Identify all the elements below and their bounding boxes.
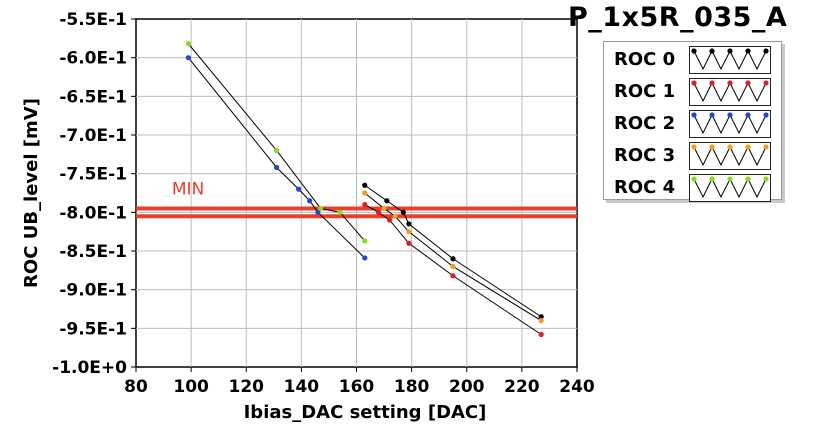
x-tick-label: 140 — [284, 377, 320, 397]
x-tick-label: 220 — [504, 377, 540, 397]
x-axis-label: Ibias_DAC setting [DAC] — [244, 402, 487, 423]
legend-item-roc-2: ROC 2 — [604, 109, 781, 138]
data-point-roc-3 — [392, 213, 398, 219]
x-tick-label: 80 — [124, 377, 148, 397]
data-point-roc-3 — [406, 229, 412, 235]
series-points — [185, 41, 544, 338]
legend-swatch — [689, 110, 771, 138]
x-tick-label: 160 — [339, 377, 375, 397]
legend-label: ROC 2 — [614, 113, 676, 134]
y-tick-labels: -5.5E-1 -6.0E-1 -6.5E-1 -7.0E-1 -7.5E-1 -8.0E… — [52, 10, 136, 378]
data-point-roc-2 — [296, 186, 302, 192]
series-line-roc-0 — [364, 184, 542, 318]
legend-swatch — [689, 46, 771, 74]
x-tick-label: 200 — [449, 377, 485, 397]
legend-zigzag-icon — [691, 176, 769, 199]
legend-zigzag-icon — [691, 48, 769, 71]
data-point-roc-1 — [450, 273, 456, 279]
y-tick-label: -7.0E-1 — [59, 126, 127, 146]
data-point-roc-3 — [538, 318, 544, 324]
data-point-roc-0 — [450, 256, 456, 262]
x-tick-label: 100 — [173, 377, 209, 397]
data-point-roc-1 — [362, 202, 368, 208]
data-point-roc-2 — [307, 198, 313, 204]
legend-item-roc-0: ROC 0 — [604, 45, 781, 74]
legend-item-roc-1: ROC 1 — [604, 77, 781, 106]
data-point-roc-3 — [362, 190, 368, 196]
plot-title: P_1x5R_035_A — [568, 2, 788, 33]
data-point-roc-0 — [406, 221, 412, 227]
series-line-roc-2 — [187, 57, 366, 259]
data-point-roc-2 — [362, 255, 368, 261]
y-tick-label: -9.5E-1 — [59, 319, 127, 339]
data-point-roc-4 — [185, 41, 191, 47]
legend-label: ROC 4 — [614, 177, 676, 198]
data-point-roc-1 — [538, 331, 544, 338]
y-tick-label: -1.0E+0 — [52, 358, 127, 378]
data-point-roc-0 — [400, 209, 406, 215]
data-point-roc-0 — [384, 198, 390, 204]
y-tick-label: -6.0E-1 — [59, 49, 127, 69]
series-line-roc-3 — [364, 192, 542, 322]
data-point-roc-3 — [381, 205, 387, 212]
data-point-roc-4 — [362, 238, 368, 244]
y-axis-label: ROC UB_level [mV] — [21, 98, 42, 288]
legend-label: ROC 0 — [614, 49, 676, 70]
legend-swatch — [689, 78, 771, 106]
legend-swatch — [689, 174, 771, 202]
data-point-roc-1 — [406, 240, 412, 246]
data-point-roc-0 — [538, 314, 544, 320]
y-tick-label: -8.0E-1 — [59, 203, 127, 223]
legend-label: ROC 3 — [614, 145, 676, 166]
y-tick-label: -6.5E-1 — [59, 87, 127, 107]
legend-zigzag-icon — [691, 80, 769, 103]
legend-swatch — [689, 142, 771, 170]
data-point-roc-4 — [318, 205, 324, 212]
y-tick-label: -8.5E-1 — [59, 242, 127, 262]
legend-item-roc-4: ROC 4 — [604, 173, 781, 202]
legend-item-roc-3: ROC 3 — [604, 141, 781, 170]
legend-zigzag-icon — [691, 144, 769, 167]
series-line-roc-1 — [364, 204, 542, 335]
min-threshold-label: MIN — [172, 180, 204, 200]
y-tick-label: -7.5E-1 — [59, 165, 127, 185]
data-point-roc-4 — [273, 147, 280, 154]
data-point-roc-4 — [337, 209, 343, 215]
data-point-roc-2 — [185, 55, 191, 61]
x-tick-label: 120 — [229, 377, 265, 397]
legend-label: ROC 1 — [614, 81, 676, 102]
data-point-roc-1 — [375, 209, 382, 215]
data-point-roc-1 — [386, 217, 393, 223]
data-point-roc-3 — [450, 263, 456, 270]
data-point-roc-0 — [362, 182, 368, 188]
x-tick-label: 180 — [394, 377, 430, 397]
x-tick-label: 240 — [559, 377, 595, 397]
legend: ROC 0 ROC 1 ROC 2 ROC 3 ROC 4 — [603, 41, 782, 202]
x-tick-labels: 80 100 120 140 160 180 200 220 240 — [124, 367, 595, 397]
y-tick-label: -9.0E-1 — [59, 281, 127, 301]
min-threshold-lines: MIN — [136, 180, 577, 219]
legend-zigzag-icon — [691, 112, 769, 135]
data-point-roc-2 — [273, 164, 280, 171]
y-tick-label: -5.5E-1 — [59, 10, 127, 30]
data-point-roc-2 — [315, 209, 321, 215]
